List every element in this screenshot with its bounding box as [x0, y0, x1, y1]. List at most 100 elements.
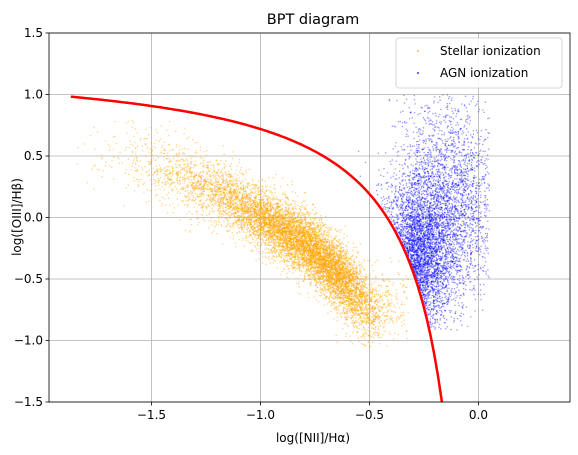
stellar-point — [302, 251, 305, 253]
stellar-point — [256, 193, 258, 196]
stellar-point — [194, 181, 197, 183]
stellar-point — [163, 141, 166, 144]
stellar-point — [313, 270, 315, 273]
stellar-point — [315, 290, 317, 292]
stellar-point — [342, 290, 345, 293]
stellar-point — [322, 235, 324, 237]
stellar-point — [215, 186, 218, 188]
stellar-point — [291, 190, 294, 193]
stellar-point — [352, 269, 354, 272]
stellar-point — [323, 283, 326, 286]
stellar-point — [256, 225, 259, 228]
stellar-point — [273, 255, 276, 258]
stellar-point — [279, 244, 281, 247]
stellar-point — [255, 239, 257, 241]
stellar-point — [298, 258, 300, 261]
stellar-point — [324, 285, 327, 288]
stellar-point — [294, 254, 296, 256]
stellar-point — [337, 283, 340, 286]
stellar-point — [317, 237, 319, 240]
stellar-point — [361, 336, 363, 338]
stellar-point — [378, 284, 380, 287]
stellar-point — [407, 278, 410, 281]
stellar-point — [325, 247, 328, 249]
stellar-point — [207, 165, 209, 167]
stellar-point — [245, 234, 247, 236]
stellar-point — [287, 199, 290, 201]
stellar-point — [239, 221, 242, 223]
stellar-point — [347, 305, 350, 308]
stellar-point — [236, 190, 239, 193]
stellar-point — [237, 214, 240, 217]
stellar-point — [259, 190, 261, 192]
stellar-point — [365, 308, 368, 311]
stellar-point — [288, 239, 291, 241]
stellar-point — [230, 174, 233, 176]
stellar-point — [320, 225, 322, 227]
stellar-point — [291, 262, 294, 264]
stellar-point — [159, 138, 162, 140]
stellar-point — [286, 204, 288, 207]
stellar-point — [148, 151, 150, 153]
stellar-point — [277, 214, 280, 216]
stellar-point — [291, 213, 294, 215]
stellar-point — [300, 224, 302, 227]
stellar-point — [268, 232, 271, 235]
stellar-point — [186, 160, 189, 163]
stellar-point — [321, 229, 323, 231]
stellar-point — [356, 319, 358, 322]
stellar-point — [299, 244, 302, 247]
stellar-point — [360, 270, 362, 273]
stellar-point — [186, 212, 188, 215]
stellar-point — [216, 181, 219, 183]
stellar-point — [309, 261, 311, 264]
stellar-point — [279, 252, 282, 254]
stellar-point — [179, 145, 181, 147]
stellar-point — [282, 222, 285, 224]
stellar-point — [167, 192, 170, 194]
stellar-point — [349, 266, 352, 269]
stellar-point — [321, 271, 324, 274]
stellar-point — [330, 269, 332, 271]
stellar-point — [190, 190, 192, 193]
stellar-point — [339, 269, 342, 272]
stellar-point — [388, 281, 391, 283]
stellar-point — [258, 215, 260, 217]
stellar-point — [340, 277, 343, 280]
stellar-point — [352, 242, 355, 244]
stellar-point — [268, 220, 270, 223]
stellar-point — [265, 203, 268, 205]
stellar-point — [259, 199, 262, 201]
stellar-point — [364, 335, 366, 338]
stellar-point — [347, 303, 350, 306]
stellar-point — [308, 260, 310, 262]
stellar-point — [176, 179, 178, 182]
stellar-point — [264, 180, 266, 182]
stellar-point — [180, 199, 183, 202]
stellar-point — [284, 239, 286, 241]
stellar-point — [257, 194, 260, 196]
stellar-point — [236, 214, 239, 217]
stellar-point — [364, 312, 366, 315]
stellar-point — [360, 319, 362, 322]
stellar-point — [281, 208, 283, 211]
stellar-point — [176, 163, 178, 166]
stellar-point — [286, 237, 288, 240]
stellar-point — [201, 191, 203, 193]
stellar-point — [161, 146, 163, 148]
stellar-point — [339, 296, 341, 298]
stellar-point — [259, 245, 261, 247]
stellar-point — [229, 206, 232, 208]
stellar-point — [214, 176, 217, 179]
stellar-point — [315, 211, 318, 214]
stellar-point — [339, 272, 342, 275]
stellar-point — [294, 258, 296, 260]
stellar-point — [326, 282, 329, 285]
stellar-point — [322, 243, 325, 246]
stellar-point — [251, 188, 253, 190]
stellar-point — [247, 218, 250, 220]
stellar-point — [156, 193, 158, 196]
stellar-point — [302, 265, 305, 268]
stellar-point — [166, 211, 169, 214]
stellar-point — [295, 236, 298, 238]
